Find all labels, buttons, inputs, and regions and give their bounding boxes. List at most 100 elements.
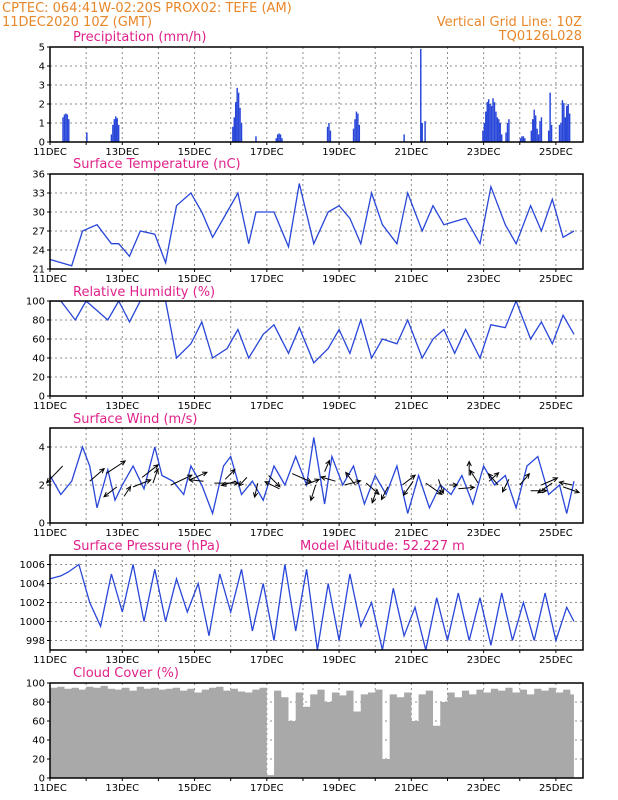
wind-arrow-head <box>125 485 132 492</box>
panel-frame <box>49 427 584 524</box>
y-tick-label: 1 <box>39 119 45 130</box>
precipitation-bar <box>235 102 237 142</box>
precipitation-bar <box>558 124 561 142</box>
x-tick-label: 15DEC <box>178 528 212 539</box>
wind-arrow-head <box>502 486 507 493</box>
precipitation-bar <box>355 111 358 142</box>
y-tick-label: 36 <box>32 170 45 181</box>
precipitation-bar <box>86 132 88 142</box>
x-tick-label: 25DEC <box>539 401 573 412</box>
wind-arrow-head <box>264 481 271 487</box>
x-tick-label: 11DEC <box>33 783 67 794</box>
wind-arrow <box>304 478 320 486</box>
x-tick-label: 15DEC <box>178 401 212 412</box>
wind-arrow <box>324 460 330 472</box>
x-tick-label: 19DEC <box>322 655 356 666</box>
precipitation-bar <box>239 107 241 142</box>
y-tick-label: 2 <box>39 100 45 111</box>
precipitation-bar <box>519 138 522 142</box>
y-tick-label: 1004 <box>20 579 45 590</box>
header-run-id: TQ0126L028 <box>498 29 582 44</box>
precipitation-bar <box>112 124 114 142</box>
y-tick-label: 4 <box>39 62 45 73</box>
precipitation-bar <box>534 115 537 142</box>
x-tick-label: 19DEC <box>322 528 356 539</box>
precipitation-bar <box>329 130 332 142</box>
wind-arrow <box>254 482 259 498</box>
wind-arrow <box>89 468 105 482</box>
precipitation-bar <box>522 136 525 142</box>
precipitation-bar <box>278 133 280 142</box>
precipitation-bar <box>116 118 118 142</box>
pressure-title: Surface Pressure (hPa) <box>73 539 220 554</box>
wind-arrow-head <box>153 468 159 475</box>
x-tick-label: 15DEC <box>178 783 212 794</box>
wind-arrow-head <box>524 472 531 479</box>
wind-chart: 0 2 4 11DEC 13DEC 15DEC 17DEC 19DEC 21DEC 23DEC 25… <box>33 427 584 539</box>
x-tick-label: 21DEC <box>394 274 428 285</box>
precipitation-bar <box>490 105 493 142</box>
wind-arrow-head <box>436 489 443 495</box>
wind-arrow-head <box>552 477 559 483</box>
wind-arrow <box>437 479 444 494</box>
precipitation-bar <box>499 123 501 142</box>
y-tick-label: 33 <box>32 189 45 200</box>
precipitation-bar <box>536 128 538 142</box>
precipitation-bar <box>328 123 330 142</box>
precipitation-bar <box>358 124 361 142</box>
wind-arrow <box>46 465 64 484</box>
wind-arrow-head <box>439 488 445 495</box>
precipitation-bar <box>524 138 526 142</box>
panel-titles: Precipitation (mm/h) Surface Temperature… <box>73 30 465 681</box>
wind-arrow <box>559 481 573 486</box>
wind-arrow <box>488 473 499 486</box>
x-tick-label: 23DEC <box>467 401 501 412</box>
y-tick-label: 3 <box>39 81 45 92</box>
wind-arrow <box>221 480 237 486</box>
precipitation-bar <box>482 130 484 142</box>
precipitation-bar <box>237 92 240 142</box>
wind-arrow-head <box>252 492 259 499</box>
precipitation-bar <box>493 102 496 142</box>
wind-arrow <box>224 469 236 480</box>
wind-arrow <box>291 473 312 483</box>
x-tick-label: 17DEC <box>250 528 284 539</box>
wind-arrow-head <box>220 481 227 487</box>
y-tick-label: 60 <box>32 335 45 346</box>
x-tick-label: 13DEC <box>105 274 139 285</box>
wind-arrow <box>345 472 356 486</box>
precipitation-bar <box>66 114 69 142</box>
precipitation-bar <box>255 136 257 142</box>
wind-arrow-head <box>274 481 281 488</box>
wind-arrow <box>189 479 204 482</box>
x-tick-label: 23DEC <box>467 147 501 158</box>
precipitation-bar <box>532 119 534 142</box>
precipitation-bar <box>113 119 116 142</box>
x-tick-label: 15DEC <box>178 655 212 666</box>
wind-arrow-head <box>238 480 244 487</box>
wind-arrow-head <box>229 468 236 475</box>
y-tick-label: 1006 <box>20 560 45 571</box>
wind-arrow <box>403 480 414 496</box>
wind-arrow <box>344 480 361 486</box>
x-tick-label: 21DEC <box>394 147 428 158</box>
header-location: CPTEC: 064:41W-02:20S PROX02: TEFE (AM) <box>2 1 292 16</box>
y-tick-label: 0 <box>39 138 45 149</box>
y-tick-label: 20 <box>32 755 45 766</box>
x-tick-label: 11DEC <box>33 655 67 666</box>
x-tick-label: 11DEC <box>33 528 67 539</box>
precipitation-bar <box>357 113 359 142</box>
wind-arrow-head <box>103 492 110 498</box>
wind-arrow-head <box>345 471 351 478</box>
y-tick-label: 5 <box>39 43 45 54</box>
header-grid-note: Vertical Grid Line: 10Z <box>437 15 582 30</box>
x-tick-label: 23DEC <box>467 274 501 285</box>
x-tick-label: 25DEC <box>539 528 573 539</box>
x-tick-label: 11DEC <box>33 401 67 412</box>
x-tick-label: 25DEC <box>539 655 573 666</box>
wind-line <box>50 437 575 516</box>
precipitation-bar <box>233 117 236 142</box>
wind-arrow-head <box>466 460 472 467</box>
precipitation-bar <box>62 117 64 142</box>
precipitation-bar <box>549 92 551 142</box>
